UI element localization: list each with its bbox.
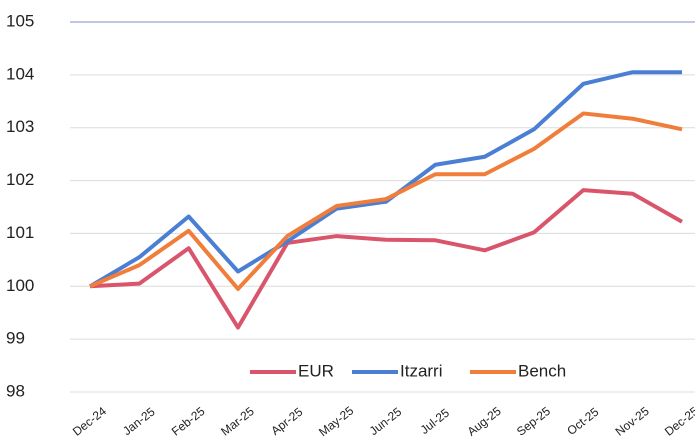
y-tick-label: 101 (6, 223, 34, 242)
x-tick-label: Oct-25 (564, 405, 601, 438)
legend-label: Itzarri (400, 361, 443, 380)
legend-label: Bench (518, 361, 566, 380)
y-tick-label: 105 (6, 11, 34, 30)
series-line (88, 70, 682, 289)
x-tick-label: Nov-25 (613, 404, 652, 439)
x-tick-label: Feb-25 (169, 404, 208, 439)
y-tick-label: 100 (6, 276, 34, 295)
x-tick-label: Dec-24 (70, 404, 109, 439)
y-tick-label: 99 (6, 329, 25, 348)
x-tick-label: Jan-25 (120, 404, 158, 438)
series-line (89, 188, 683, 330)
x-tick-label: May-25 (316, 403, 356, 439)
x-tick-label: Sep-25 (514, 404, 553, 439)
y-tick-label: 103 (6, 117, 34, 136)
x-tick-label: Jun-25 (367, 404, 405, 438)
x-tick-label: Jul-25 (418, 406, 453, 437)
series-line (89, 111, 683, 291)
x-tick-label: Dec-25 (662, 404, 695, 439)
x-tick-label: Apr-25 (268, 405, 305, 438)
y-tick-label: 102 (6, 170, 34, 189)
legend-label: EUR (298, 361, 334, 380)
y-tick-label: 98 (6, 381, 25, 400)
x-tick-label: Mar-25 (218, 404, 257, 439)
y-tick-label: 104 (6, 64, 34, 83)
x-tick-label: Aug-25 (465, 404, 504, 439)
